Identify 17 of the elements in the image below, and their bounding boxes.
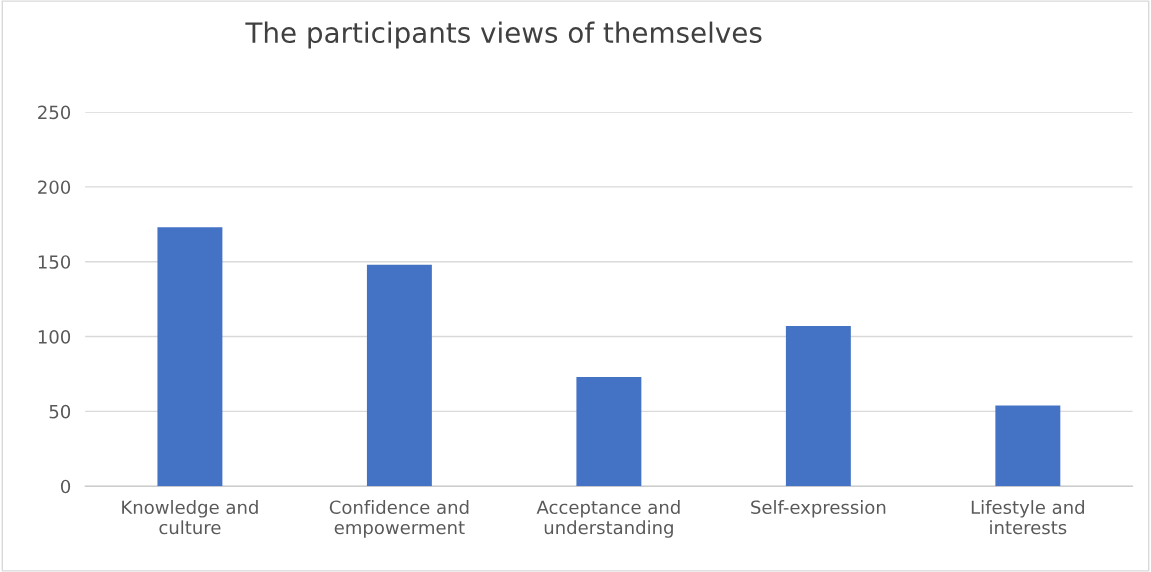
bar xyxy=(995,405,1061,487)
bar xyxy=(576,376,642,487)
y-tick-label: 200 xyxy=(38,180,71,195)
x-tick-label: Confidence and empowerment xyxy=(329,500,469,538)
x-tick-label: Self-expression xyxy=(751,500,886,518)
y-tick-label: 100 xyxy=(38,330,71,344)
x-tick-label: Knowledge and culture xyxy=(122,500,258,535)
bar xyxy=(785,326,851,487)
bar xyxy=(157,227,223,487)
x-tick-label: Lifestyle and interests xyxy=(971,500,1084,535)
y-tick-label: 50 xyxy=(49,404,71,419)
y-tick-label: 0 xyxy=(60,479,71,494)
x-tick-label: Acceptance and understanding xyxy=(536,500,680,538)
y-tick-label: 250 xyxy=(38,105,71,120)
bar xyxy=(366,264,432,487)
y-tick-label: 150 xyxy=(38,255,71,269)
chart-title: The participants views of themselves xyxy=(245,21,762,49)
